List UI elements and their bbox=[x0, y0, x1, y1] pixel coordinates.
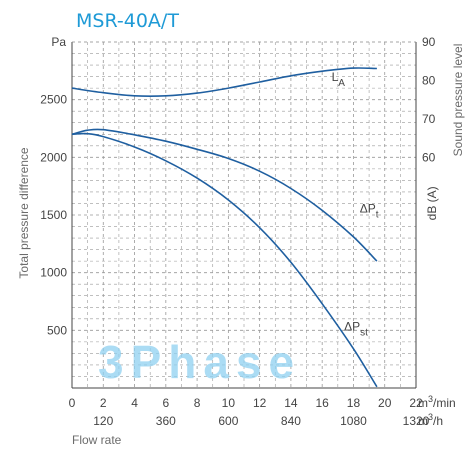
x-tick-label: 18 bbox=[347, 396, 361, 410]
series-line-1 bbox=[71, 128, 378, 262]
y-tick-label: 500 bbox=[47, 323, 67, 337]
x-tick-label-secondary: 600 bbox=[218, 414, 238, 428]
x-unit-secondary: m3/h bbox=[418, 412, 443, 428]
x-tick-label: 8 bbox=[194, 396, 201, 410]
x-tick-label: 22 bbox=[409, 396, 423, 410]
y-tick-label: 1000 bbox=[40, 266, 67, 280]
y-tick-label-right: 80 bbox=[422, 73, 436, 87]
series-label-1: ΔPt bbox=[360, 202, 379, 221]
series-label-0: LA bbox=[332, 70, 346, 89]
x-tick-label: 4 bbox=[131, 396, 138, 410]
series-label-2: ΔPst bbox=[344, 319, 368, 338]
x-tick-label: 2 bbox=[100, 396, 107, 410]
series-line-0 bbox=[71, 67, 377, 97]
x-tick-label: 12 bbox=[253, 396, 267, 410]
series-labels: LA ΔPt ΔPst bbox=[332, 70, 379, 338]
axes bbox=[71, 41, 417, 389]
x-tick-label-secondary: 360 bbox=[156, 414, 176, 428]
y-axis-label-right-bottom: dB (A) bbox=[425, 186, 439, 220]
chart-title: MSR-40A/T bbox=[76, 10, 179, 32]
y-tick-label: 2000 bbox=[40, 150, 67, 164]
x-unit-primary: m3/min bbox=[418, 394, 456, 410]
watermark-text: 3Phase bbox=[98, 336, 301, 388]
tick-labels: 0 2 4 6 8 10 12 14 16 18 20 22 120 360 600 840 1080 1320 5… bbox=[40, 35, 455, 428]
y-tick-label-right: 60 bbox=[422, 150, 436, 164]
x-tick-label: 6 bbox=[162, 396, 169, 410]
y-tick-label-right: 70 bbox=[422, 112, 436, 126]
x-tick-label: 14 bbox=[284, 396, 298, 410]
x-tick-label-secondary: 840 bbox=[281, 414, 301, 428]
x-tick-label: 20 bbox=[378, 396, 392, 410]
x-tick-label-secondary: 120 bbox=[93, 414, 113, 428]
y-unit-label: Pa bbox=[51, 35, 66, 49]
x-tick-label-secondary: 1080 bbox=[340, 414, 367, 428]
x-tick-label: 0 bbox=[69, 396, 76, 410]
y-tick-label: 2500 bbox=[40, 93, 67, 107]
x-axis-label: Flow rate bbox=[72, 433, 122, 447]
y-axis-label-right-top: Sound pressure level bbox=[451, 44, 465, 157]
grid bbox=[71, 41, 417, 389]
y-tick-label: 1500 bbox=[40, 208, 67, 222]
y-axis-label-left: Total pressure difference bbox=[17, 147, 31, 279]
x-tick-label: 10 bbox=[222, 396, 236, 410]
x-tick-label: 16 bbox=[316, 396, 330, 410]
series-line-2 bbox=[71, 132, 378, 388]
x-tick-label-secondary: 1320 bbox=[403, 414, 430, 428]
y-tick-label-right: 90 bbox=[422, 35, 436, 49]
series-lines bbox=[71, 67, 378, 388]
